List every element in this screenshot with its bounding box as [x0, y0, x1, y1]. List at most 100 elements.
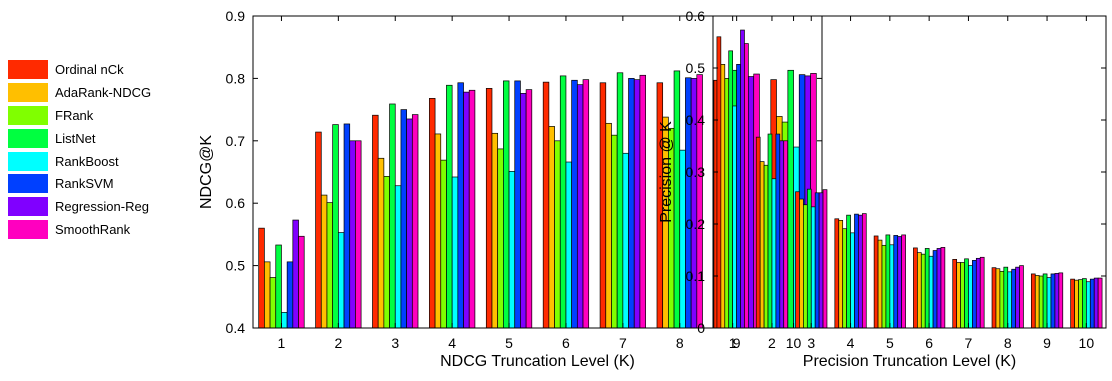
bar [873, 235, 879, 329]
bar [885, 234, 891, 329]
bar [281, 312, 288, 329]
bar [1003, 266, 1009, 329]
bar [783, 140, 789, 329]
bar [803, 204, 808, 329]
bar [858, 214, 863, 329]
legend-label: ListNet [55, 130, 96, 146]
legend-item: Regression-Reg [8, 197, 198, 217]
bar [1015, 266, 1020, 329]
legend-item: FRank [8, 105, 198, 125]
bar [720, 64, 726, 329]
x-tick-label: 1 [729, 335, 737, 351]
legend-label: AdaRank-NDCG [55, 84, 152, 100]
y-tick-label: 0.3 [686, 164, 706, 180]
bar [799, 198, 804, 329]
x-axis-label: Precision Truncation Level (K) [803, 353, 1016, 370]
bar [1058, 272, 1064, 329]
x-tick-label: 10 [786, 335, 802, 351]
bar [457, 82, 464, 329]
bar [736, 64, 741, 329]
bar [1011, 268, 1016, 329]
bar [889, 244, 895, 329]
bar [952, 259, 958, 329]
bar [377, 157, 385, 329]
bar [787, 69, 794, 329]
bar [806, 188, 812, 329]
bar [372, 114, 379, 329]
bar [446, 84, 453, 329]
bar [999, 270, 1005, 329]
bar [628, 78, 635, 329]
bar [349, 140, 356, 329]
bar [763, 164, 769, 329]
bar [1034, 275, 1040, 329]
bar [964, 258, 969, 329]
bar [520, 93, 527, 329]
bar [264, 261, 271, 329]
bar [497, 148, 504, 329]
bar [716, 36, 722, 329]
bar [1089, 278, 1095, 329]
bar [936, 248, 942, 329]
legend-item: AdaRank-NDCG [8, 82, 198, 102]
y-tick-label: 0.9 [226, 8, 246, 24]
legend-label: SmoothRank [55, 222, 131, 238]
bar [1078, 279, 1083, 329]
bar [814, 192, 820, 329]
bar [818, 192, 824, 329]
bar [576, 84, 584, 329]
bar [525, 89, 533, 329]
legend-item: Ordinal nCk [8, 60, 198, 79]
bar [1097, 277, 1103, 329]
legend-item: SmoothRank [8, 220, 198, 240]
x-tick-label: 4 [448, 335, 456, 351]
bar [503, 80, 510, 329]
legend: Ordinal nCk AdaRank-NDCG FRank ListNet RankB… [8, 60, 198, 243]
y-tick-label: 0.5 [226, 258, 246, 274]
x-tick-label: 8 [1004, 335, 1012, 351]
bar [389, 103, 396, 329]
bar [1007, 271, 1013, 329]
legend-label: RankBoost [55, 153, 119, 169]
bar [968, 265, 973, 329]
bar [639, 74, 646, 329]
bar [434, 133, 442, 329]
bar [1054, 273, 1060, 329]
x-tick-label: 2 [334, 335, 342, 351]
bar [917, 252, 922, 329]
bar [400, 109, 407, 329]
bar [332, 124, 339, 329]
bar [599, 82, 607, 329]
y-tick-label: 0.8 [226, 70, 246, 86]
x-tick-label: 1 [278, 335, 286, 351]
bar [616, 72, 624, 329]
legend-item: RankSVM [8, 174, 198, 194]
bar [1070, 278, 1075, 329]
bar [834, 218, 840, 329]
bar [893, 235, 899, 329]
x-tick-label: 7 [619, 335, 627, 351]
y-tick-label: 0.7 [226, 133, 246, 149]
bar [901, 234, 906, 329]
bar [861, 213, 867, 329]
bar [1042, 273, 1048, 329]
legend-swatch [8, 82, 48, 102]
bar [1050, 273, 1056, 329]
x-tick-label: 2 [768, 335, 776, 351]
bar [258, 227, 265, 329]
x-tick-label: 5 [505, 335, 513, 351]
bar [928, 255, 934, 329]
y-tick-label: 0.1 [686, 268, 706, 284]
y-tick-label: 0.6 [226, 195, 246, 211]
legend-swatch [8, 151, 48, 171]
x-tick-label: 7 [965, 335, 973, 351]
bar [633, 79, 641, 329]
bar [1082, 278, 1087, 329]
legend-swatch [8, 105, 48, 125]
legend-swatch [8, 128, 48, 148]
bar [320, 194, 328, 329]
y-tick-label: 0.5 [686, 60, 706, 76]
bar [771, 178, 777, 329]
x-tick-label: 5 [886, 335, 894, 351]
